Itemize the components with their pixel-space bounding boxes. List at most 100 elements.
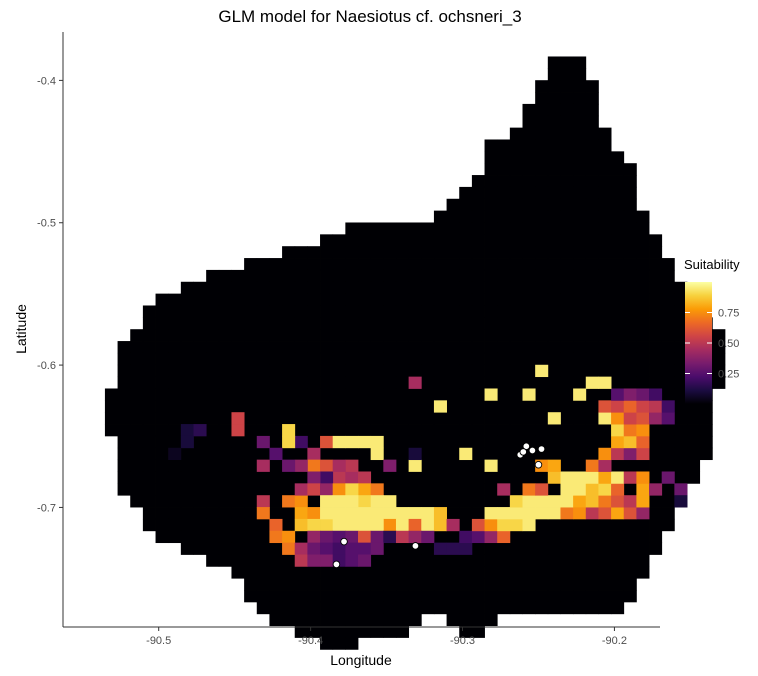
- raster-cell: [383, 329, 397, 342]
- raster-cell: [370, 601, 384, 615]
- raster-cell: [560, 566, 574, 579]
- raster-cell: [573, 246, 587, 259]
- raster-cell: [611, 530, 625, 544]
- raster-cell: [446, 234, 460, 247]
- raster-cell: [282, 530, 296, 544]
- raster-cell: [547, 163, 561, 176]
- raster-cell: [307, 281, 321, 295]
- raster-cell: [547, 400, 561, 413]
- raster-cell: [244, 471, 258, 484]
- raster-cell: [497, 186, 511, 200]
- raster-cell: [509, 234, 523, 247]
- raster-cell: [623, 590, 637, 603]
- raster-cell: [509, 412, 523, 425]
- raster-cell: [383, 305, 397, 318]
- raster-cell: [623, 341, 637, 354]
- raster-cell: [535, 376, 549, 389]
- raster-cell: [130, 447, 144, 461]
- raster-cell: [446, 198, 460, 212]
- raster-cell: [383, 258, 397, 271]
- raster-cell: [180, 447, 194, 461]
- raster-cell: [484, 518, 498, 532]
- raster-cell: [358, 495, 372, 508]
- raster-cell: [218, 281, 232, 295]
- raster-cell: [522, 222, 536, 235]
- raster-cell: [218, 518, 232, 532]
- raster-cell: [661, 412, 675, 425]
- raster-cell: [383, 317, 397, 330]
- raster-cell: [269, 412, 283, 425]
- raster-cell: [218, 388, 232, 401]
- y-axis-ticks: -0.4-0.5-0.6-0.7: [37, 75, 63, 514]
- raster-cell: [484, 412, 498, 425]
- raster-cell: [332, 246, 346, 259]
- raster-cell: [484, 507, 498, 520]
- raster-cell: [307, 566, 321, 579]
- raster-cell: [370, 258, 384, 271]
- raster-cell: [623, 293, 637, 306]
- raster-cell: [446, 459, 460, 472]
- raster-cell: [256, 530, 270, 544]
- raster-cell: [320, 293, 334, 306]
- raster-cell: [269, 317, 283, 330]
- raster-cell: [585, 530, 599, 544]
- raster-cell: [370, 293, 384, 306]
- raster-cell: [560, 246, 574, 259]
- raster-cell: [585, 127, 599, 140]
- raster-cell: [497, 305, 511, 318]
- raster-cell: [180, 471, 194, 484]
- raster-cell: [307, 269, 321, 283]
- raster-cell: [699, 412, 713, 425]
- raster-cell: [421, 222, 435, 235]
- raster-cell: [623, 175, 637, 188]
- raster-cell: [446, 329, 460, 342]
- raster-cell: [547, 127, 561, 140]
- raster-cell: [244, 447, 258, 461]
- raster-cell: [611, 341, 625, 354]
- raster-cell: [509, 329, 523, 342]
- raster-cell: [509, 293, 523, 306]
- raster-cell: [585, 92, 599, 105]
- raster-cell: [155, 341, 169, 354]
- raster-cell: [598, 151, 612, 164]
- raster-cell: [522, 459, 536, 472]
- raster-cell: [623, 471, 637, 484]
- raster-cell: [674, 317, 688, 330]
- raster-cell: [345, 566, 359, 579]
- raster-cell: [142, 376, 156, 389]
- raster-cell: [307, 542, 321, 555]
- raster-cell: [623, 388, 637, 401]
- raster-cell: [497, 530, 511, 544]
- raster-cell: [611, 281, 625, 295]
- raster-cell: [649, 317, 663, 330]
- raster-cell: [459, 459, 473, 472]
- raster-cell: [269, 435, 283, 449]
- raster-cell: [383, 246, 397, 259]
- raster-cell: [320, 613, 334, 627]
- raster-cell: [168, 329, 182, 342]
- raster-cell: [535, 80, 549, 93]
- raster-cell: [547, 186, 561, 200]
- raster-cell: [421, 447, 435, 461]
- raster-cell: [649, 246, 663, 259]
- raster-cell: [155, 305, 169, 318]
- raster-cell: [573, 578, 587, 591]
- raster-cell: [649, 412, 663, 425]
- raster-cell: [231, 554, 245, 567]
- raster-cell: [256, 542, 270, 555]
- raster-cell: [623, 163, 637, 176]
- raster-cell: [471, 175, 485, 188]
- raster-cell: [573, 601, 587, 615]
- raster-cell: [231, 293, 245, 306]
- raster-cell: [433, 246, 447, 259]
- raster-cell: [421, 435, 435, 449]
- raster-cell: [585, 305, 599, 318]
- raster-cell: [395, 507, 410, 520]
- raster-cell: [547, 590, 561, 603]
- raster-cell: [358, 483, 372, 496]
- raster-cell: [358, 281, 372, 295]
- raster-cell: [433, 530, 447, 544]
- raster-cell: [256, 341, 270, 354]
- raster-cell: [244, 293, 258, 306]
- raster-cell: [320, 459, 334, 472]
